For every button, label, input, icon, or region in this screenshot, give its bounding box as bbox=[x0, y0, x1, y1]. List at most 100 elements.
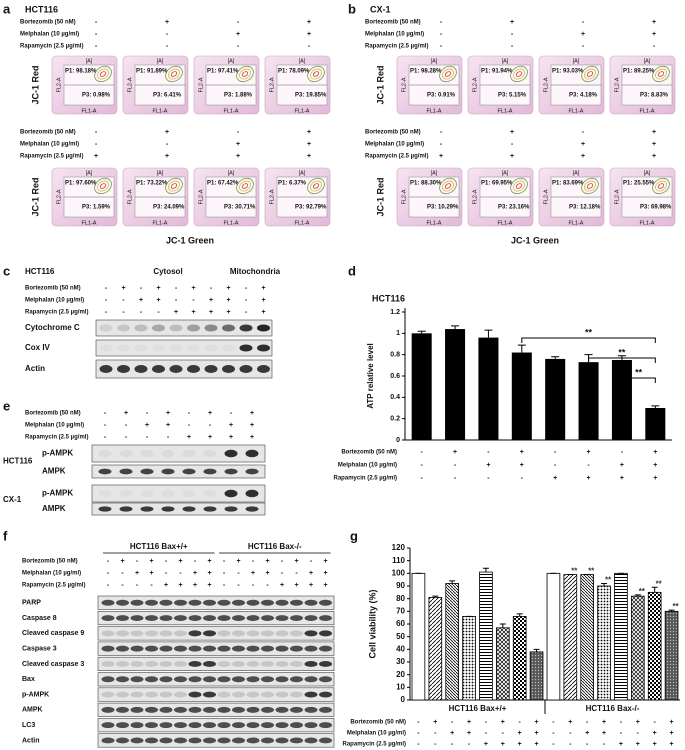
treatment-sign: - bbox=[245, 309, 248, 316]
contour bbox=[657, 183, 665, 189]
error-bar bbox=[601, 582, 608, 586]
treatment-sign: - bbox=[175, 285, 178, 292]
blot-band bbox=[203, 737, 216, 744]
treatment-label: Rapamycin (2.5 µg/ml) bbox=[20, 44, 83, 50]
blot-band bbox=[304, 630, 318, 637]
blot-label: p-AMPK bbox=[42, 489, 73, 498]
blot-band bbox=[182, 449, 196, 458]
blot-band bbox=[304, 691, 318, 698]
contour bbox=[510, 65, 528, 83]
bar bbox=[512, 616, 527, 701]
treatment-sign: + bbox=[191, 285, 195, 292]
blot-band bbox=[246, 706, 260, 713]
cell-line: HCT116 bbox=[3, 457, 33, 466]
blot-band bbox=[290, 599, 303, 606]
blot-band bbox=[246, 630, 260, 637]
blot-band bbox=[135, 344, 148, 351]
y-tick-label: 120 bbox=[392, 543, 406, 552]
blot-band bbox=[261, 737, 274, 744]
treatment-label: Melphalan (10 µg/ml) bbox=[25, 298, 84, 304]
blot-band bbox=[232, 599, 245, 606]
treatment-label: Rapamycin (2.5 µg/ml) bbox=[343, 742, 406, 748]
contour bbox=[312, 183, 320, 189]
blot-band bbox=[304, 660, 318, 667]
treatment-sign: - bbox=[308, 43, 311, 50]
p3-value: P3: 12.18% bbox=[569, 205, 601, 211]
blot-band bbox=[130, 737, 144, 744]
blot-band bbox=[203, 645, 216, 652]
blot-band bbox=[275, 599, 289, 606]
flow-x-axis: FL1-A bbox=[498, 220, 513, 226]
p1-value: P1: 69.95% bbox=[481, 181, 513, 187]
treatment-sign: + bbox=[484, 741, 488, 748]
error-bar bbox=[634, 594, 641, 597]
treatment-sign: - bbox=[637, 730, 640, 737]
gate-label: [A] bbox=[644, 170, 651, 176]
p1-value: P1: 83.69% bbox=[552, 181, 584, 187]
error-bar bbox=[651, 405, 660, 408]
treatment-sign: - bbox=[252, 558, 255, 565]
bar bbox=[462, 616, 476, 701]
treatment-sign: - bbox=[421, 475, 424, 482]
blot-band bbox=[261, 722, 274, 729]
blot-band bbox=[203, 449, 217, 458]
blot-strip bbox=[95, 319, 273, 337]
blot-band bbox=[101, 630, 115, 637]
flow-y-axis: FL2-A bbox=[198, 77, 204, 92]
blot-band bbox=[261, 630, 274, 637]
panel-letter: e bbox=[3, 398, 10, 413]
blot-band bbox=[98, 506, 112, 512]
treatment-sign: + bbox=[236, 31, 240, 38]
treatment-sign: - bbox=[107, 570, 110, 577]
blot-band bbox=[159, 722, 173, 729]
bar bbox=[578, 362, 599, 440]
treatment-sign: - bbox=[165, 570, 168, 577]
blot-label: Cleaved caspase 3 bbox=[22, 661, 84, 668]
blot-band bbox=[152, 365, 165, 373]
blot-band bbox=[140, 506, 154, 512]
blot-band bbox=[217, 645, 231, 652]
blot-band bbox=[290, 722, 303, 729]
treatment-label: Melphalan (10 µg/ml) bbox=[347, 731, 406, 737]
treatment-sign: + bbox=[652, 129, 656, 136]
gate-label: [A] bbox=[644, 58, 651, 64]
treatment-sign: - bbox=[146, 434, 149, 441]
blot-band bbox=[275, 676, 289, 683]
blot-band bbox=[101, 599, 115, 606]
treatment-sign: - bbox=[569, 730, 572, 737]
significance-label: ** bbox=[585, 327, 593, 337]
blot-band bbox=[145, 615, 158, 622]
blot-band bbox=[119, 489, 133, 498]
blot-band bbox=[119, 449, 133, 458]
panel-letter: b bbox=[348, 1, 356, 16]
flow-x-axis: FL1-A bbox=[224, 108, 239, 114]
blot-band bbox=[261, 599, 274, 606]
treatment-sign: + bbox=[280, 582, 284, 589]
contour bbox=[444, 183, 452, 189]
blot-band bbox=[98, 449, 112, 458]
treatment-sign: - bbox=[121, 582, 124, 589]
p3-value: P3: 1.59% bbox=[82, 205, 111, 211]
y-tick-label: 0 bbox=[396, 437, 400, 444]
blot-band bbox=[275, 691, 289, 698]
blot-band bbox=[304, 645, 318, 652]
treatment-sign: - bbox=[105, 309, 108, 316]
treatment-sign: + bbox=[510, 129, 514, 136]
treatment-sign: - bbox=[552, 730, 555, 737]
blot-band bbox=[145, 737, 158, 744]
blot-band bbox=[116, 630, 129, 637]
flow-x-axis: FL1-A bbox=[427, 108, 442, 114]
treatment-label: Rapamycin (2.5 µg/ml) bbox=[25, 435, 88, 441]
treatment-sign: + bbox=[323, 570, 327, 577]
blot-band bbox=[188, 691, 202, 698]
bar bbox=[563, 574, 578, 701]
blot-band bbox=[174, 615, 187, 622]
treatment-sign: - bbox=[104, 434, 107, 441]
treatment-sign: - bbox=[417, 719, 420, 726]
blot-strip bbox=[95, 359, 273, 379]
treatment-sign: + bbox=[585, 730, 589, 737]
treatment-sign: - bbox=[245, 297, 248, 304]
treatment-sign: - bbox=[165, 558, 168, 565]
blot-label: Caspase 3 bbox=[22, 645, 57, 652]
blot-band bbox=[161, 468, 175, 475]
